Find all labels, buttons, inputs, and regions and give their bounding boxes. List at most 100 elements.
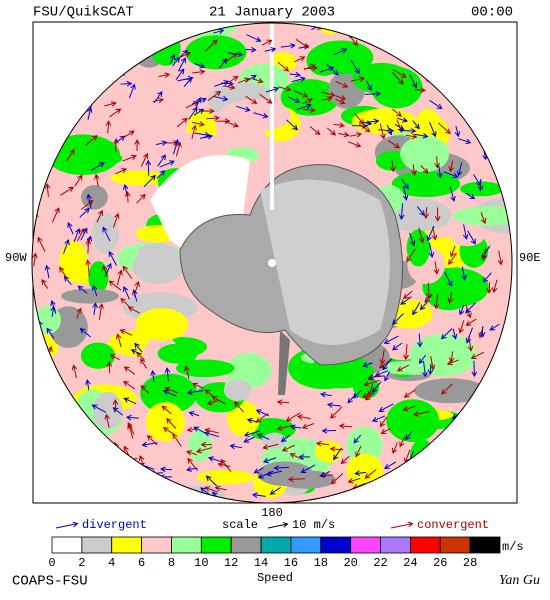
wind-vector: [366, 80, 372, 91]
wind-vector: [119, 329, 133, 336]
wind-vector: [392, 108, 402, 117]
wind-vector: [227, 51, 244, 58]
wind-vector: [109, 354, 120, 361]
wind-vector: [454, 125, 461, 138]
wind-vector: [465, 302, 476, 314]
speed-patch: [352, 62, 411, 94]
speed-patch: [236, 444, 257, 464]
wind-vector: [108, 280, 122, 291]
scale-value: 10 m/s: [292, 518, 335, 532]
wind-vector: [246, 34, 262, 42]
wind-vector: [390, 160, 396, 173]
wind-vector: [515, 292, 523, 304]
wind-vector: [128, 83, 136, 99]
wind-vector: [200, 487, 210, 495]
wind-vector: [123, 445, 130, 457]
wind-vector: [108, 251, 117, 266]
wind-vector: [355, 445, 362, 458]
colorbar-tick-label: 20: [343, 556, 357, 570]
wind-vector: [278, 86, 292, 92]
wind-vector: [206, 399, 220, 406]
wind-vector: [289, 453, 303, 461]
wind-vector: [92, 284, 98, 297]
speed-patch: [145, 401, 185, 442]
colorbar-tick-label: 24: [403, 556, 417, 570]
wind-vector: [497, 250, 504, 266]
wind-vector: [480, 212, 487, 225]
wind-vector: [140, 358, 147, 369]
wind-vector: [236, 105, 251, 112]
speed-patch: [226, 400, 260, 437]
wind-vector: [91, 404, 107, 413]
wind-vector: [204, 389, 215, 398]
colorbar-bin: [350, 536, 381, 554]
wind-vector: [193, 108, 205, 116]
wind-vector: [451, 328, 458, 340]
speed-patch: [257, 461, 313, 487]
wind-vector: [205, 475, 218, 487]
wind-vector: [470, 351, 485, 359]
wind-vector: [426, 225, 435, 242]
bottom-label: 180: [261, 506, 283, 520]
wind-vector: [32, 246, 33, 258]
wind-vector: [21, 239, 29, 249]
wind-vector: [216, 118, 231, 124]
wind-vector: [353, 434, 362, 444]
wind-vector: [418, 354, 427, 365]
wind-vector: [145, 159, 152, 176]
wind-vector: [237, 77, 251, 84]
wind-vector: [86, 106, 93, 120]
wind-vector: [326, 127, 337, 136]
wind-vector: [112, 407, 124, 416]
colorbar-bin: [380, 536, 411, 554]
wind-vector: [293, 56, 306, 63]
wind-vector: [85, 238, 92, 254]
speed-patch: [32, 251, 65, 279]
colorbar-bin: [260, 536, 292, 554]
wind-vector: [340, 455, 350, 465]
colorbar-tick-label: 14: [254, 556, 268, 570]
wind-vector: [253, 467, 264, 474]
wind-vector: [85, 259, 91, 276]
wind-vector: [315, 440, 329, 447]
wind-vector: [269, 486, 281, 495]
wind-vector: [300, 464, 316, 474]
wind-vector: [412, 302, 421, 316]
colorbar: 0 2 4 6 8 10 12 14 16 18 20 22 24 26 28m/s: [48, 536, 524, 570]
wind-vector: [205, 39, 218, 52]
wind-vector: [102, 264, 108, 276]
wind-vector: [492, 279, 498, 294]
wind-vector: [401, 178, 409, 190]
wind-vector: [130, 349, 141, 355]
wind-vector: [233, 401, 244, 413]
wind-vector: [391, 442, 398, 454]
wind-vector: [259, 93, 273, 104]
wind-vector: [63, 275, 72, 285]
colorbar-bin: [439, 536, 471, 554]
divergent-arrow: [55, 521, 79, 529]
wind-vector: [125, 414, 139, 421]
wind-vector: [59, 186, 75, 196]
wind-vector: [303, 107, 316, 113]
header-right: 00:00: [471, 5, 513, 21]
wind-vector: [338, 423, 353, 429]
wind-vector: [448, 351, 455, 364]
wind-vector: [199, 133, 214, 140]
wind-vector: [122, 154, 137, 162]
wind-vector: [204, 427, 219, 434]
wind-vector: [405, 133, 418, 140]
colorbar-tick-label: 4: [108, 556, 115, 570]
wind-vector: [32, 252, 38, 267]
wind-vector: [85, 379, 91, 391]
speed-patch: [346, 426, 383, 465]
wind-vector: [273, 465, 290, 471]
wind-vector: [192, 382, 204, 389]
wind-vector: [166, 417, 177, 429]
wind-vector: [319, 66, 335, 73]
wind-vector: [188, 106, 198, 120]
wind-vector: [191, 121, 205, 127]
wind-vector: [153, 91, 163, 103]
wind-vector: [413, 411, 430, 417]
wind-vector: [50, 299, 57, 315]
